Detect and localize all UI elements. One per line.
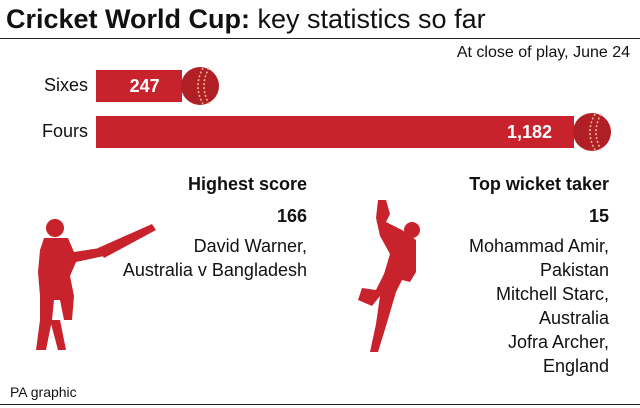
- page-title: Cricket World Cup: key statistics so far: [6, 2, 486, 36]
- bar-category-label: Fours: [41, 121, 88, 141]
- bar-category-label: Sixes: [43, 75, 88, 95]
- highest-score-line: Australia v Bangladesh: [122, 260, 307, 280]
- batsman-silhouette-icon: [36, 219, 156, 350]
- title-rest: key statistics so far: [250, 4, 486, 34]
- cricket-ball-icon: [573, 113, 611, 151]
- bar-sixes: [96, 70, 182, 102]
- cricket-ball-icon: [180, 67, 219, 105]
- bar-fours: [96, 116, 574, 148]
- highest-score-line: David Warner,: [193, 236, 307, 256]
- top-wicket-taker-heading: Top wicket taker: [469, 174, 609, 194]
- highest-score-desc: David Warner, Australia v Bangladesh: [123, 234, 307, 282]
- wicket-taker-line: Mitchell Starc,: [495, 284, 609, 304]
- title-rule: [0, 38, 640, 39]
- wicket-taker-line: Australia: [538, 308, 609, 328]
- wicket-taker-line: England: [542, 356, 609, 376]
- bar-value-label: 247: [129, 76, 160, 96]
- source-credit: PA graphic: [10, 384, 77, 400]
- bowler-silhouette-icon: [358, 200, 420, 352]
- wicket-taker-line: Pakistan: [539, 260, 609, 280]
- wicket-taker-line: Jofra Archer,: [507, 332, 609, 352]
- highest-score-heading: Highest score: [187, 174, 307, 194]
- top-wicket-taker-value: 15: [588, 206, 609, 226]
- bar-value-label: 1,182: [506, 122, 552, 142]
- highest-score-value: 166: [276, 206, 307, 226]
- wicket-taker-line: Mohammad Amir,: [468, 236, 609, 256]
- top-wicket-taker-desc: Mohammad Amir, Pakistan Mitchell Starc, …: [469, 234, 609, 378]
- footer-rule: [0, 404, 640, 405]
- subtitle: At close of play, June 24: [456, 44, 630, 61]
- title-bold: Cricket World Cup:: [6, 4, 251, 34]
